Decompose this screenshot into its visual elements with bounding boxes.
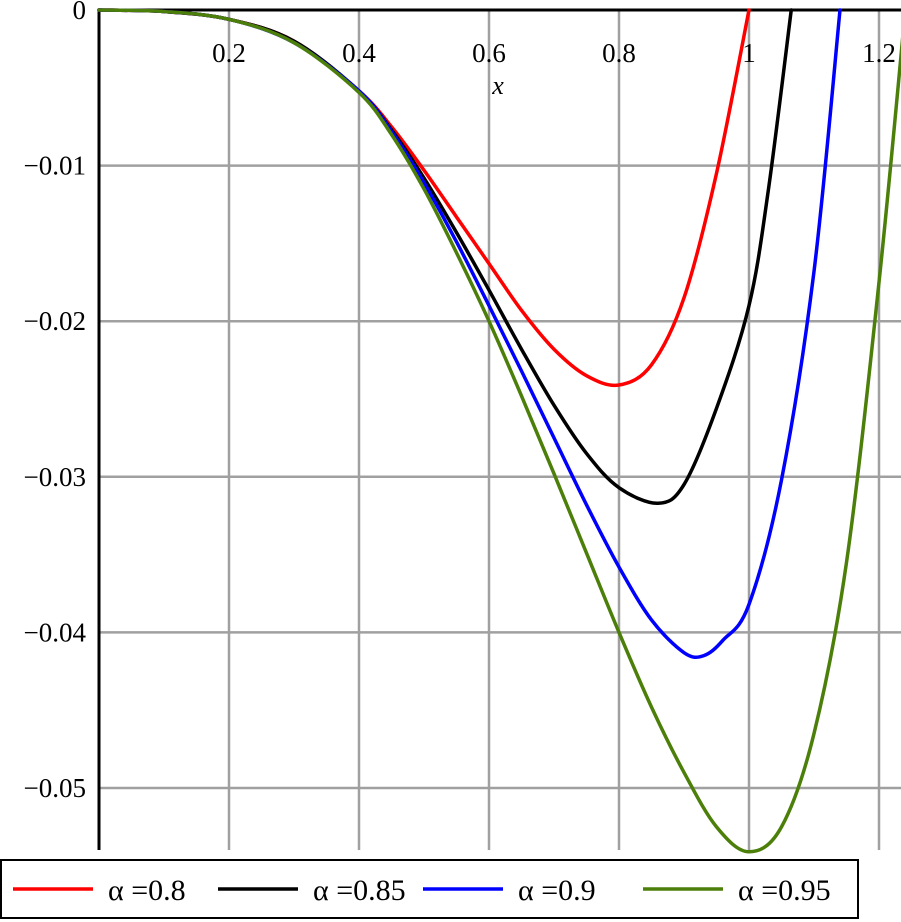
- x-tick-label: 0.6: [472, 38, 506, 68]
- y-tick-label: −0.05: [24, 773, 86, 803]
- y-tick-label: 0: [73, 0, 87, 25]
- legend-label-2: α =0.85: [313, 874, 406, 907]
- x-axis-title: x: [491, 71, 504, 100]
- legend-label-1: α =0.8: [108, 874, 186, 907]
- axes: [97, 8, 901, 850]
- y-tick-label: −0.02: [24, 306, 86, 336]
- x-tick-label: 1.2: [862, 38, 896, 68]
- legend-label-3: α =0.9: [518, 874, 596, 907]
- y-tick-label: −0.03: [24, 462, 86, 492]
- tick-labels: 0.2 0.4 0.6 0.8 1 1.2 0 −0.01 −0.02 −0.03 −0.04 −0.…: [24, 0, 896, 803]
- legend-label-4: α =0.95: [738, 874, 831, 907]
- x-tick-label: 0.4: [342, 38, 376, 68]
- y-tick-label: −0.04: [24, 617, 87, 647]
- x-tick-label: 0.8: [602, 38, 636, 68]
- x-tick-label: 0.2: [212, 38, 246, 68]
- series-lines: [97, 8, 901, 854]
- x-tick-label: 1: [742, 38, 756, 68]
- y-tick-label: −0.01: [24, 151, 86, 181]
- legend: α =0.8 α =0.85 α =0.9 α =0.95: [0, 859, 859, 919]
- series-line-4: [97, 8, 901, 854]
- grid: [99, 10, 901, 850]
